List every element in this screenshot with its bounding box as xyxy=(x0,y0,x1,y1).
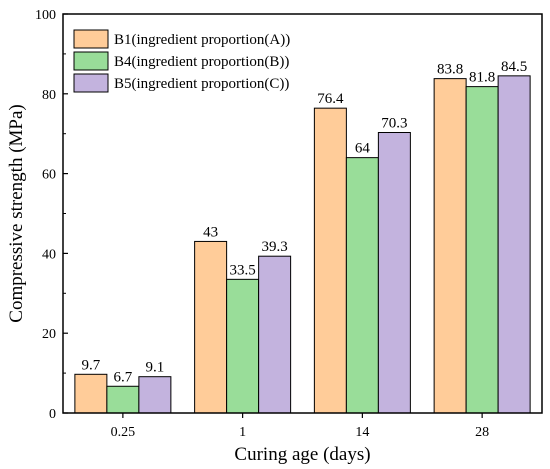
data-label: 43 xyxy=(203,224,218,240)
legend-swatch xyxy=(73,29,109,49)
legend-label: B1(ingredient proportion(A)) xyxy=(114,32,290,48)
bar-28-series-1 xyxy=(433,78,467,414)
x-axis-title: Curing age (days) xyxy=(234,444,370,465)
bar-14-series-3 xyxy=(377,132,411,414)
data-label: 9.1 xyxy=(146,360,165,376)
bar-14-series-1 xyxy=(313,107,347,414)
bar-0.25-series-2 xyxy=(106,385,140,414)
y-tick-label: 20 xyxy=(42,327,56,342)
x-tick-label: 0.25 xyxy=(111,425,136,440)
x-tick-label: 28 xyxy=(475,425,489,440)
bar-0.25-series-1 xyxy=(74,373,108,414)
bar-28-series-2 xyxy=(465,86,499,414)
y-tick-label: 0 xyxy=(49,407,56,422)
legend-label: B5(ingredient proportion(C)) xyxy=(114,76,289,92)
legend-label: B4(ingredient proportion(B)) xyxy=(114,54,289,70)
y-tick-label: 40 xyxy=(42,247,56,262)
bar-28-series-3 xyxy=(497,75,531,414)
data-label: 83.8 xyxy=(437,62,463,78)
data-label: 70.3 xyxy=(381,116,407,132)
data-label: 6.7 xyxy=(114,369,133,385)
data-label: 64 xyxy=(355,141,371,157)
y-tick-label: 80 xyxy=(42,88,56,103)
legend-swatch xyxy=(73,51,109,71)
bar-14-series-2 xyxy=(345,157,379,414)
data-labels-layer: 9.7 6.7 9.1 43 33.5 39.3 76.4 64 70.3 83.8 81.8 84.… xyxy=(82,59,528,385)
bar-0.25-series-3 xyxy=(138,376,172,414)
bar-1-series-3 xyxy=(258,255,292,414)
y-tick-label: 60 xyxy=(42,168,56,183)
data-label: 9.7 xyxy=(82,357,101,373)
legend-swatch xyxy=(73,73,109,93)
legend: B1(ingredient proportion(A)) B4(ingredien… xyxy=(73,29,290,93)
x-tick-label: 14 xyxy=(355,425,369,440)
data-label: 84.5 xyxy=(501,59,527,75)
bar-1-series-2 xyxy=(226,278,260,414)
y-axis-title: Compressive strength (MPa) xyxy=(6,104,27,322)
bars-layer xyxy=(74,75,531,414)
data-label: 81.8 xyxy=(469,70,495,86)
x-tick-label: 1 xyxy=(239,425,246,440)
y-tick-label: 100 xyxy=(35,8,56,23)
data-label: 33.5 xyxy=(230,262,256,278)
ticks-layer: 0.25 1 14 28 0 20 40 60 80 100 xyxy=(35,8,489,440)
data-label: 39.3 xyxy=(262,239,288,255)
data-label: 76.4 xyxy=(317,91,344,107)
bar-1-series-1 xyxy=(194,240,228,414)
